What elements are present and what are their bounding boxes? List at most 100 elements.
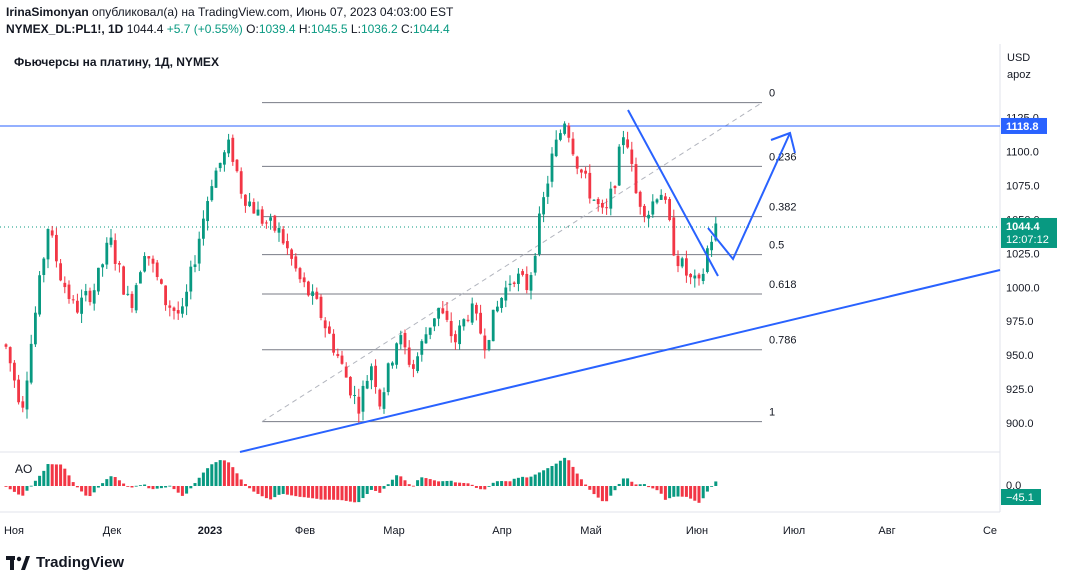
ao-bar (256, 486, 260, 494)
candle-body (71, 299, 75, 301)
trend-drawings[interactable] (239, 109, 1001, 453)
ao-bar (319, 486, 323, 500)
ao-bar (96, 486, 100, 488)
ao-bar (550, 466, 554, 486)
candle-body (462, 319, 466, 327)
candle-body (46, 229, 50, 260)
ao-bar (374, 486, 378, 491)
candle-body (479, 312, 482, 334)
last-price-badge (1001, 217, 1057, 248)
fib-level-label: 0.236 (769, 151, 797, 163)
candle-body (567, 125, 571, 138)
candle-body (88, 290, 92, 303)
ao-bar (642, 484, 646, 486)
ao-bar (155, 486, 159, 489)
candle-body (113, 240, 117, 264)
ao-bar (357, 486, 361, 503)
candle-body (643, 205, 646, 217)
candle-body (50, 230, 54, 236)
ao-bar (705, 486, 709, 492)
candle-body (252, 202, 256, 214)
y-tick-label: 1000.0 (1006, 282, 1040, 294)
symbol-name[interactable]: NYMEX_DL:PL1!, 1D (6, 22, 124, 36)
candle-body (340, 355, 344, 364)
ao-bar (479, 486, 483, 490)
ao-bar (264, 486, 268, 499)
candle-body (269, 217, 272, 221)
candle-body (420, 341, 424, 355)
chart-title: Фьючерсы на платину, 1Д, NYMEX (14, 55, 219, 69)
x-tick-label: Июн (686, 525, 708, 537)
scale-mode-label[interactable]: apoz (1007, 69, 1031, 81)
ao-bar (248, 486, 252, 489)
ao-bar (101, 483, 105, 486)
candle-body (294, 256, 298, 269)
ao-bar (416, 480, 420, 486)
candle-body (580, 169, 583, 173)
currency-label[interactable]: USD (1007, 52, 1031, 64)
y-tick-label: 1075.0 (1006, 180, 1040, 192)
candle-body (8, 347, 12, 364)
candle-body (126, 293, 130, 295)
candle-body (42, 258, 46, 276)
candle-body (80, 297, 83, 314)
candle-body (357, 396, 361, 414)
ao-bar (500, 481, 504, 486)
x-tick-label: 2023 (198, 525, 222, 537)
tradingview-logo[interactable]: TradingView (6, 554, 124, 571)
candle-body (189, 266, 193, 292)
ao-bar (151, 486, 155, 490)
fib-level-label: 0.5 (769, 240, 784, 252)
ao-bar (277, 486, 281, 495)
candle-body (676, 255, 680, 267)
candle-body (227, 139, 230, 154)
fibonacci-retracement[interactable]: 0 0.236 0.382 0.5 0.618 0.786 1 (0, 88, 1000, 423)
candle-body (437, 307, 440, 319)
candle-body (483, 335, 487, 351)
candle-body (428, 327, 432, 335)
ao-bar (390, 479, 394, 486)
ao-bar (617, 483, 621, 486)
candle-body (218, 162, 222, 169)
candle-body (349, 376, 352, 396)
candle-body (445, 310, 449, 320)
candle-body (416, 356, 419, 372)
candle-body (273, 215, 277, 231)
candle-body (210, 186, 214, 201)
candle-body (605, 207, 608, 209)
ao-bar (655, 486, 659, 491)
author-name[interactable]: IrinaSimonyan (6, 5, 89, 19)
ao-bar (138, 485, 142, 486)
candle-body (504, 287, 508, 301)
ao-bar (54, 464, 58, 486)
candle-body (34, 312, 37, 345)
candle-body (206, 201, 209, 222)
countdown-text: 12:07:12 (1006, 234, 1049, 246)
low-label: L: (350, 22, 361, 36)
candle-body (29, 343, 33, 383)
ao-bar (126, 486, 130, 487)
ao-bar (109, 476, 113, 486)
candlestick-series (4, 121, 718, 424)
candle-body (701, 273, 705, 281)
support-trend-line (239, 269, 1001, 453)
candle-body (403, 332, 407, 348)
candle-body (491, 309, 495, 342)
ao-bar (466, 483, 470, 486)
indicator-label[interactable]: AO (15, 462, 33, 476)
time-axis[interactable]: Ноя Дек 2023 Фев Мар Апр Май Июн Июл Авг Се (4, 525, 997, 537)
candle-body (105, 242, 109, 265)
price-axis[interactable]: 1125.01100.01075.01050.01025.01000.0975.… (1006, 113, 1040, 430)
candle-body (668, 199, 671, 221)
candle-body (622, 137, 625, 146)
candle-body (647, 214, 650, 219)
symbol-ohlc: NYMEX_DL:PL1!, 1D 1044.4 +5.7 (+0.55%) O… (6, 22, 450, 36)
ao-bar (621, 478, 625, 486)
candle-body (277, 227, 281, 233)
candle-body (412, 364, 415, 369)
ao-bar (588, 486, 592, 490)
ao-bar (260, 486, 264, 497)
ao-bar (668, 486, 672, 499)
ao-bar (71, 482, 75, 486)
